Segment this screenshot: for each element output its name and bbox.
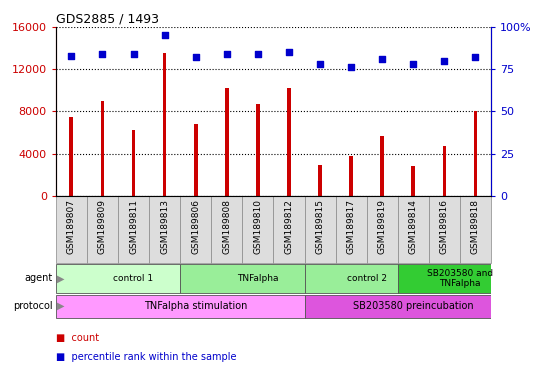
- Text: GSM189809: GSM189809: [98, 199, 107, 254]
- Bar: [429, 196, 460, 263]
- Bar: [56, 196, 87, 263]
- Bar: [132, 131, 136, 196]
- Bar: [100, 101, 104, 196]
- Bar: [474, 111, 477, 196]
- Text: control 2: control 2: [347, 274, 387, 283]
- Bar: [367, 196, 398, 263]
- Bar: [194, 124, 198, 196]
- Point: [129, 51, 138, 57]
- Text: GSM189808: GSM189808: [222, 199, 231, 254]
- Text: GSM189815: GSM189815: [316, 199, 325, 254]
- Bar: [56, 295, 305, 318]
- Text: GSM189818: GSM189818: [471, 199, 480, 254]
- Text: GDS2885 / 1493: GDS2885 / 1493: [56, 13, 159, 26]
- Bar: [305, 196, 335, 263]
- Text: ■  count: ■ count: [56, 333, 99, 343]
- Bar: [398, 264, 491, 293]
- Text: GSM189817: GSM189817: [347, 199, 355, 254]
- Text: protocol: protocol: [13, 301, 53, 311]
- Bar: [349, 156, 353, 196]
- Point: [253, 51, 262, 57]
- Bar: [70, 117, 73, 196]
- Point: [222, 51, 231, 57]
- Point: [316, 61, 325, 67]
- Bar: [318, 165, 322, 196]
- Bar: [335, 196, 367, 263]
- Text: SB203580 preincubation: SB203580 preincubation: [353, 301, 474, 311]
- Bar: [180, 196, 211, 263]
- Bar: [56, 264, 180, 293]
- Text: ■  percentile rank within the sample: ■ percentile rank within the sample: [56, 352, 236, 362]
- Bar: [398, 196, 429, 263]
- Bar: [211, 196, 242, 263]
- Text: TNFalpha: TNFalpha: [237, 274, 278, 283]
- Text: GSM189811: GSM189811: [129, 199, 138, 254]
- Text: GSM189812: GSM189812: [285, 199, 294, 254]
- Bar: [442, 146, 446, 196]
- Bar: [305, 295, 491, 318]
- Text: control 1: control 1: [113, 274, 153, 283]
- Text: GSM189816: GSM189816: [440, 199, 449, 254]
- Text: ▶: ▶: [57, 273, 64, 283]
- Text: ▶: ▶: [57, 301, 64, 311]
- Bar: [242, 196, 273, 263]
- Bar: [225, 88, 229, 196]
- Text: GSM189819: GSM189819: [378, 199, 387, 254]
- Point: [347, 65, 355, 71]
- Bar: [163, 53, 166, 196]
- Bar: [411, 166, 415, 196]
- Text: GSM189814: GSM189814: [409, 199, 418, 254]
- Point: [378, 56, 387, 62]
- Text: TNFalpha stimulation: TNFalpha stimulation: [144, 301, 247, 311]
- Bar: [287, 88, 291, 196]
- Point: [191, 54, 200, 60]
- Bar: [149, 196, 180, 263]
- Text: SB203580 and
TNFalpha: SB203580 and TNFalpha: [427, 269, 493, 288]
- Point: [471, 54, 480, 60]
- Point: [98, 51, 107, 57]
- Point: [67, 53, 76, 59]
- Bar: [460, 196, 491, 263]
- Bar: [256, 104, 259, 196]
- Bar: [180, 264, 305, 293]
- Bar: [381, 136, 384, 196]
- Point: [285, 49, 294, 55]
- Bar: [87, 196, 118, 263]
- Text: GSM189810: GSM189810: [253, 199, 262, 254]
- Text: GSM189806: GSM189806: [191, 199, 200, 254]
- Bar: [118, 196, 149, 263]
- Point: [409, 61, 418, 67]
- Point: [440, 58, 449, 64]
- Text: GSM189813: GSM189813: [160, 199, 169, 254]
- Bar: [273, 196, 305, 263]
- Text: GSM189807: GSM189807: [67, 199, 76, 254]
- Bar: [305, 264, 398, 293]
- Text: agent: agent: [25, 273, 53, 283]
- Point: [160, 32, 169, 38]
